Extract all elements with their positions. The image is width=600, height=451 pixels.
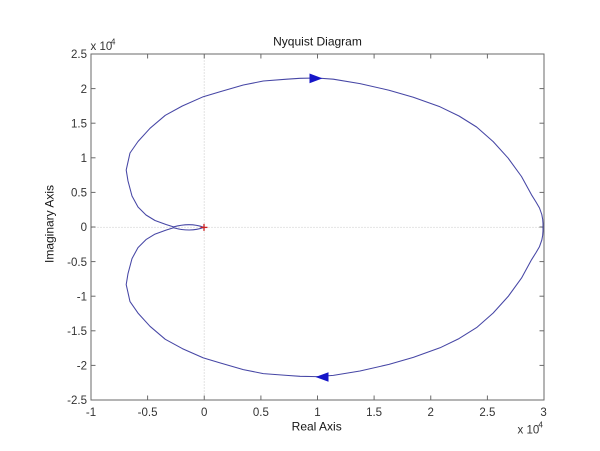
svg-text:-2.5: -2.5 — [67, 395, 87, 407]
svg-text:0: 0 — [201, 407, 207, 419]
svg-text:4: 4 — [538, 420, 543, 430]
svg-text:x 10: x 10 — [518, 424, 540, 436]
svg-text:-0.5: -0.5 — [138, 407, 158, 419]
svg-text:-1.5: -1.5 — [67, 326, 87, 338]
svg-text:0.5: 0.5 — [71, 188, 87, 200]
svg-text:3: 3 — [540, 407, 546, 419]
svg-text:1: 1 — [314, 407, 320, 419]
svg-text:-1: -1 — [86, 407, 96, 419]
svg-text:2: 2 — [428, 407, 434, 419]
svg-text:1.5: 1.5 — [71, 118, 87, 130]
svg-text:-0.5: -0.5 — [67, 257, 87, 269]
svg-text:Real Axis: Real Axis — [292, 420, 342, 434]
svg-text:2.5: 2.5 — [71, 49, 87, 61]
svg-text:-2: -2 — [77, 361, 87, 373]
svg-text:-1: -1 — [77, 291, 87, 303]
svg-text:0.5: 0.5 — [253, 407, 269, 419]
svg-text:Imaginary Axis: Imaginary Axis — [43, 185, 57, 263]
svg-text:Nyquist Diagram: Nyquist Diagram — [273, 35, 362, 49]
svg-text:2: 2 — [81, 84, 87, 96]
svg-text:2.5: 2.5 — [479, 407, 495, 419]
svg-text:0: 0 — [81, 222, 87, 234]
svg-text:x 10: x 10 — [91, 41, 113, 53]
svg-text:1.5: 1.5 — [366, 407, 382, 419]
svg-text:4: 4 — [111, 36, 116, 46]
svg-text:1: 1 — [81, 153, 87, 165]
